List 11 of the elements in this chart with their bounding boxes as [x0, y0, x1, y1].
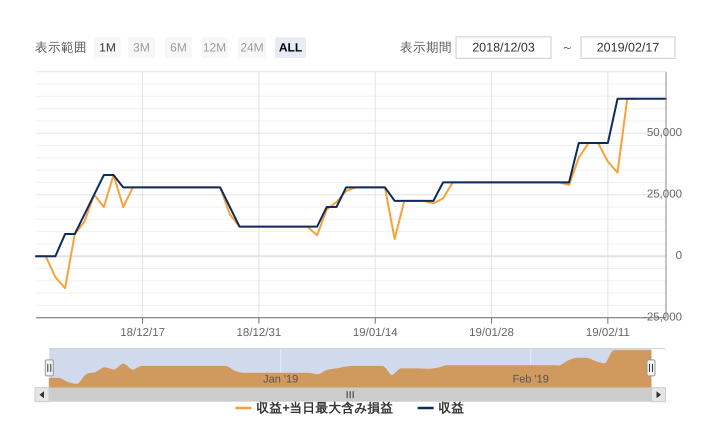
button: ALL	[275, 37, 306, 58]
button: 12M	[201, 37, 228, 58]
button: 24M	[238, 37, 266, 58]
label: 表示期間	[400, 40, 452, 55]
label: 表示範囲	[35, 40, 87, 55]
button: 3M	[128, 37, 155, 58]
button: 6M	[165, 37, 192, 58]
legend-label: 収益+当日最大含み損益	[256, 400, 394, 415]
legend-label: 収益	[438, 401, 465, 415]
button: 1M	[94, 37, 121, 58]
label: ～	[561, 40, 574, 55]
